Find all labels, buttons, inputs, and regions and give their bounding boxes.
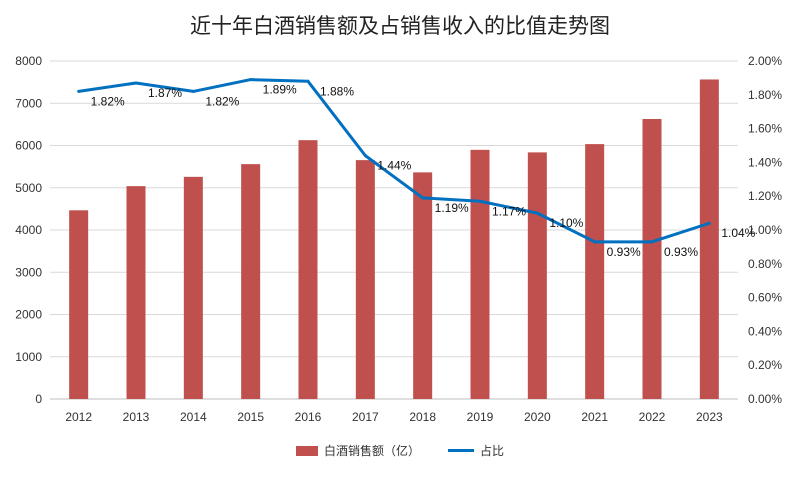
ratio-data-label: 0.93% [607,245,641,259]
ratio-data-label: 1.10% [549,216,583,230]
y-right-tick-label: 1.40% [748,155,782,169]
bar [470,149,490,399]
x-tick-label: 2023 [696,410,723,424]
y-right-tick-label: 0.40% [748,324,782,338]
y-right-tick-label: 0.60% [748,291,782,305]
ratio-point [77,89,81,93]
x-tick-label: 2018 [409,410,436,424]
bar [413,172,433,399]
bar [527,152,547,399]
ratio-data-label: 1.04% [721,226,755,240]
legend-item-bar: 白酒销售额（亿） [295,442,420,459]
ratio-point [249,78,253,82]
x-tick-label: 2017 [352,410,379,424]
ratio-data-label: 0.93% [664,245,698,259]
ratio-point [593,240,597,244]
ratio-point [191,89,195,93]
ratio-point [363,154,367,158]
y-right-tick-label: 2.00% [748,54,782,68]
x-tick-label: 2016 [295,410,322,424]
y-right-tick-label: 0.80% [748,257,782,271]
ratio-point [478,199,482,203]
x-tick-label: 2012 [65,410,92,424]
legend-bar-label: 白酒销售额（亿） [323,444,420,458]
y-right-tick-label: 1.00% [748,223,782,237]
y-left-tick-label: 2000 [15,308,42,322]
ratio-data-label: 1.44% [377,159,411,173]
y-right-tick-label: 1.60% [748,122,782,136]
legend-item-line: 占比 [448,442,504,459]
ratio-data-label: 1.82% [91,94,125,108]
legend-bar-swatch [295,445,318,456]
ratio-data-label: 1.88% [320,84,354,98]
ratio-data-label: 1.17% [492,204,526,218]
bar [585,144,605,399]
ratio-data-label: 1.19% [435,201,469,215]
ratio-point [535,211,539,215]
chart-title: 近十年白酒销售额及占销售收入的比值走势图 [190,14,610,38]
y-left-tick-label: 8000 [15,54,42,68]
x-tick-label: 2019 [467,410,494,424]
ratio-line [78,78,710,244]
x-tick-label: 2013 [123,410,150,424]
y-right-tick-label: 1.80% [748,88,782,102]
y-left-tick-label: 5000 [15,181,42,195]
y-left-tick-label: 3000 [15,265,42,279]
bar [183,176,203,399]
y-left-tick-label: 7000 [15,96,42,110]
bar [355,160,375,399]
y-left-tick-label: 1000 [15,350,42,364]
x-tick-label: 2022 [639,410,666,424]
bar [642,119,662,399]
y-right-tick-label: 0.20% [748,358,782,372]
legend-line-swatch [448,449,474,452]
x-tick-label: 2021 [581,410,608,424]
bar [699,79,719,399]
ratio-point [306,79,310,83]
x-tick-label: 2015 [237,410,264,424]
y-left-tick-label: 4000 [15,223,42,237]
y-left-tick-label: 0 [35,392,42,406]
ratio-point [650,240,654,244]
ratio-data-label: 1.82% [205,94,239,108]
y-right-tick-label: 0.00% [748,392,782,406]
ratio-data-label: 1.87% [148,86,182,100]
bar [298,140,318,399]
bar [69,210,89,399]
x-tick-label: 2020 [524,410,551,424]
x-tick-label: 2014 [180,410,207,424]
legend: 白酒销售额（亿） 占比 [0,442,800,459]
ratio-data-label: 1.89% [263,83,297,97]
ratio-point [707,221,711,225]
ratio-point [134,81,138,85]
bar [126,186,146,399]
y-left-tick-label: 6000 [15,139,42,153]
ratio-point [421,196,425,200]
y-right-tick-label: 1.20% [748,189,782,203]
bar [241,164,261,399]
legend-line-label: 占比 [480,444,505,458]
